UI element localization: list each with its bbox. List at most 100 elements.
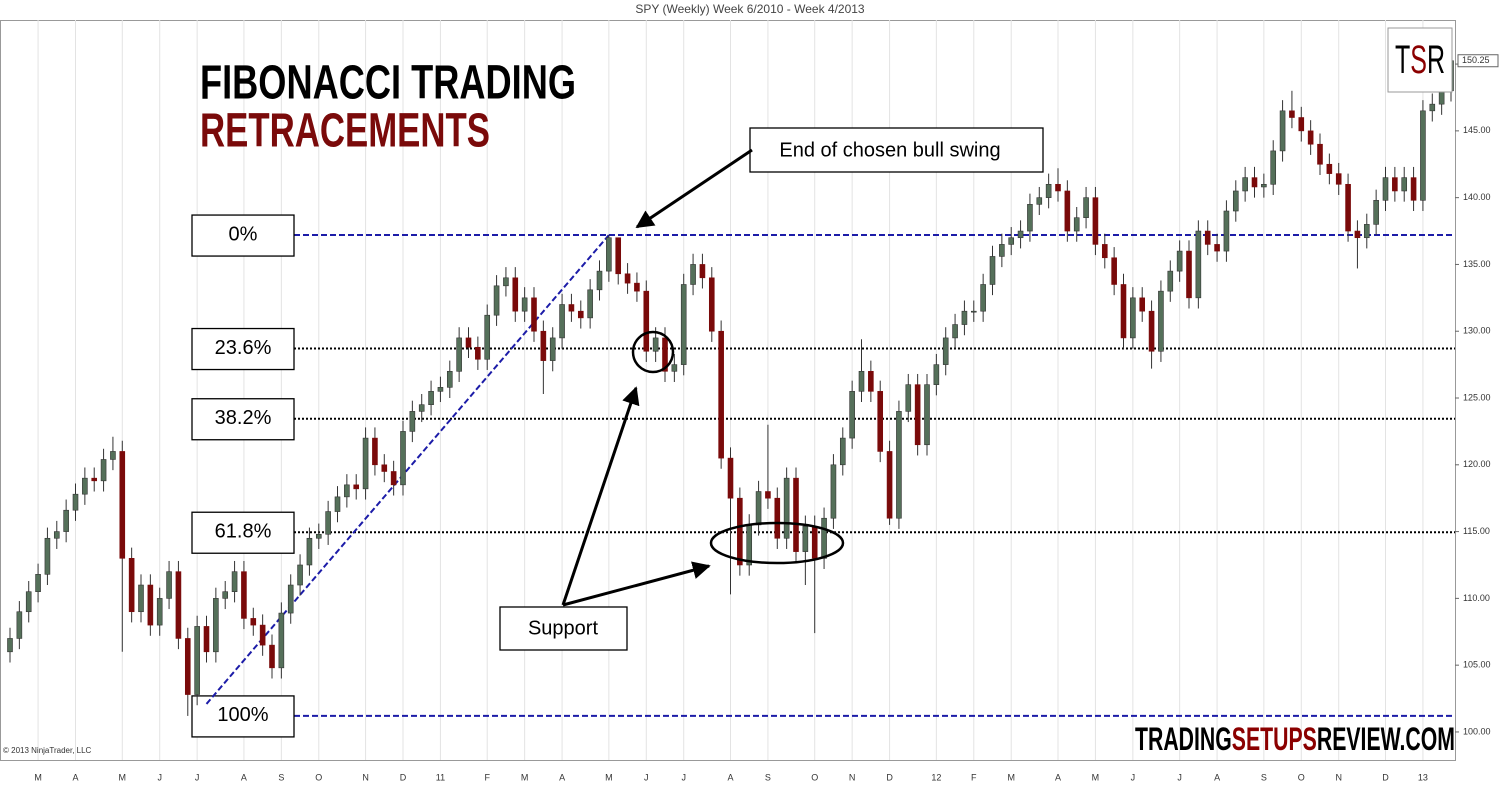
- candle-body: [344, 484, 350, 498]
- candle-body: [184, 638, 191, 695]
- candle-body: [1420, 110, 1426, 201]
- x-tick-label: A: [1055, 772, 1061, 782]
- headline: FIBONACCI TRADING: [200, 57, 576, 110]
- candle-body: [1092, 197, 1099, 245]
- x-tick-label: O: [315, 772, 322, 782]
- candle-body: [999, 244, 1005, 257]
- y-tick-label: 140.00: [1463, 192, 1491, 202]
- candle-body: [540, 330, 547, 361]
- fib-label-box: [191, 511, 295, 554]
- candle-body: [521, 297, 528, 312]
- candle-body: [1307, 130, 1314, 145]
- candle-body: [72, 493, 79, 511]
- candle-body: [1214, 244, 1220, 252]
- candle-body: [91, 477, 98, 482]
- candle-body: [1027, 204, 1033, 232]
- candle-body: [306, 537, 313, 566]
- candle-body: [493, 285, 500, 316]
- y-tick-label: 145.00: [1463, 125, 1491, 135]
- candle-body: [1317, 143, 1323, 165]
- candle-body: [886, 451, 893, 519]
- candle-body: [175, 571, 182, 639]
- axes: M A M J J A S O N D 11 F M A M J J A S O N D 12 F M A M J J A S O N D 13 10…: [34, 54, 1499, 782]
- candle-body: [1158, 290, 1164, 352]
- candle-body: [147, 584, 154, 626]
- candle-body: [156, 598, 163, 626]
- candle-body: [811, 525, 818, 559]
- candle-body: [793, 477, 799, 552]
- candle-body: [128, 558, 135, 613]
- arrow: [635, 148, 753, 229]
- candle-body: [138, 584, 144, 613]
- candle-body: [418, 404, 425, 412]
- candle-body: [615, 237, 622, 275]
- candle-body: [933, 364, 940, 385]
- candle-body: [970, 310, 977, 313]
- candle-body: [559, 304, 565, 339]
- candle-body: [437, 387, 444, 392]
- candle-body: [1008, 237, 1015, 245]
- x-tick-label: M: [521, 772, 529, 782]
- y-tick-label: 130.00: [1463, 326, 1491, 336]
- candle-body: [194, 626, 200, 695]
- candle-body: [1176, 250, 1183, 272]
- candle-body: [1429, 103, 1436, 112]
- candle-body: [1017, 230, 1024, 239]
- candle-body: [390, 471, 397, 486]
- candle-body: [1223, 210, 1230, 252]
- x-tick-label: M: [119, 772, 127, 782]
- y-tick-label: 115.00: [1463, 526, 1490, 536]
- candle-body: [774, 497, 781, 539]
- chart-title: SPY (Weekly) Week 6/2010 - Week 4/2013: [635, 2, 865, 16]
- x-tick-label: J: [195, 772, 200, 782]
- candle-body: [577, 310, 584, 319]
- candle-body: [1289, 110, 1295, 118]
- x-tick-label: J: [681, 772, 686, 782]
- candle-body: [1036, 197, 1043, 205]
- candle-body: [1382, 177, 1389, 201]
- x-tick-label: N: [362, 772, 369, 782]
- arrow: [562, 561, 711, 607]
- candle-body: [287, 584, 294, 614]
- candle-body: [680, 284, 687, 365]
- last-price-tag: [1457, 54, 1499, 68]
- candle-body: [1410, 177, 1417, 201]
- candle-body: [1148, 310, 1155, 352]
- candle-body: [213, 598, 219, 653]
- x-tick-label: A: [241, 772, 247, 782]
- y-tick-label: 100.00: [1463, 726, 1491, 736]
- x-tick-label: M: [605, 772, 613, 782]
- subheadline: RETRACEMENTS: [200, 105, 490, 158]
- x-tick-label: N: [1335, 772, 1342, 782]
- x-tick-label: F: [971, 772, 977, 782]
- candle-body: [119, 451, 126, 559]
- candle-body: [400, 431, 406, 486]
- candle-body: [1373, 200, 1379, 225]
- candle-body: [381, 464, 388, 472]
- candles: [7, 53, 1454, 716]
- candle-body: [905, 384, 912, 412]
- candle-body: [334, 496, 341, 512]
- candle-body: [44, 537, 51, 575]
- y-tick-label: 125.00: [1463, 392, 1491, 402]
- candle-body: [839, 437, 846, 466]
- candle-body: [737, 497, 743, 566]
- x-tick-label: O: [811, 772, 818, 782]
- x-tick-label: M: [34, 772, 42, 782]
- candle-body: [624, 273, 631, 284]
- candle-body: [353, 484, 360, 490]
- candle-body: [1242, 177, 1248, 192]
- logo-box: [1387, 27, 1453, 93]
- candle-body: [484, 314, 491, 360]
- candle-body: [671, 364, 678, 372]
- candle-body: [7, 638, 13, 653]
- candle-body: [952, 324, 958, 339]
- logo-letter: R: [1427, 38, 1445, 82]
- x-tick-label: N: [849, 772, 856, 782]
- candle-body: [1055, 183, 1061, 192]
- x-tick-label: F: [484, 772, 490, 782]
- candle-body: [503, 277, 509, 287]
- candle-body: [868, 370, 874, 392]
- candle-body: [269, 644, 275, 669]
